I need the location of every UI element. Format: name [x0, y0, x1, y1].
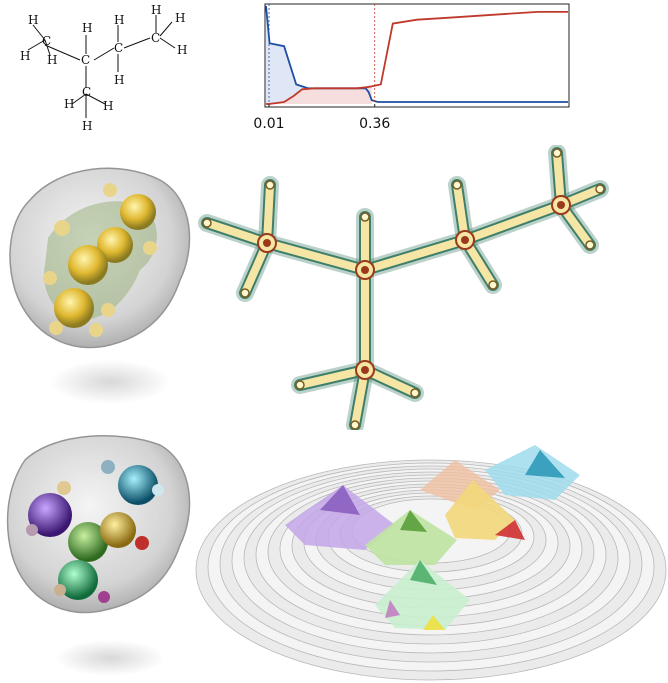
carbon-node-core — [557, 201, 565, 209]
carbon-node-core — [361, 266, 369, 274]
atom-h: H — [47, 53, 57, 67]
atom-h: H — [28, 13, 38, 27]
atom-h: H — [175, 11, 185, 25]
atom-h: H — [114, 73, 124, 87]
structural-formula: C C C C C H H H H H H H H H H H H — [20, 3, 187, 133]
drop-shadow — [55, 640, 165, 676]
series-line — [266, 10, 568, 105]
electron-density-surface-yellow — [9, 167, 191, 404]
hydrogen-node — [552, 148, 562, 158]
atom-c: C — [81, 53, 90, 67]
atom-h: H — [151, 3, 161, 17]
atom-c: C — [151, 31, 160, 45]
x-tick-label: 0.01 — [253, 116, 284, 132]
electron-density-surface-colored — [6, 434, 191, 676]
atom-h: H — [103, 99, 113, 113]
series-fills — [266, 6, 372, 104]
atom-spheres — [26, 460, 164, 603]
x-tick-label: 0.36 — [359, 116, 390, 132]
formula-bonds — [27, 15, 176, 118]
landscape-peaks — [285, 445, 580, 630]
series-fill — [266, 6, 372, 104]
series-lines — [265, 5, 568, 105]
atom-h: H — [177, 43, 187, 57]
hydrogen-node — [240, 288, 250, 298]
atom-h: H — [82, 21, 92, 35]
carbon-node-core — [461, 236, 469, 244]
graph-nodes — [202, 148, 605, 430]
hydrogen-node — [360, 212, 370, 222]
contour-landscape — [195, 445, 667, 681]
atom-h: H — [20, 49, 30, 63]
hydrogen-node — [202, 218, 212, 228]
graph-edge — [461, 201, 565, 244]
graph-edge — [296, 366, 369, 389]
atom-h: H — [114, 13, 124, 27]
graph-edge — [263, 239, 369, 274]
atom-c: C — [82, 85, 91, 99]
graph-edge — [203, 219, 271, 247]
atom-h: H — [82, 119, 92, 133]
atom-spheres — [43, 183, 157, 337]
atom-h: H — [64, 97, 74, 111]
hydrogen-node — [488, 280, 498, 290]
persistence-chart: 0.01 0.36 — [253, 3, 570, 132]
formula-atoms: C C C C C H H H H H H H H H H H H — [20, 3, 187, 133]
graph-edge — [361, 236, 469, 274]
hydrogen-node — [410, 388, 420, 398]
hydrogen-node — [265, 180, 275, 190]
atom-c: C — [42, 34, 51, 48]
hydrogen-node — [452, 180, 462, 190]
series-fill — [266, 86, 372, 104]
hydrogen-node — [585, 240, 595, 250]
drop-shadow — [50, 360, 170, 404]
molecular-skeleton-graph — [198, 145, 609, 430]
atom-c: C — [114, 41, 123, 55]
hydrogen-node — [350, 420, 360, 430]
hydrogen-node — [595, 184, 605, 194]
graph-edges — [198, 145, 609, 430]
x-tick-marks — [268, 4, 376, 107]
carbon-node-core — [263, 239, 271, 247]
carbon-node-core — [361, 366, 369, 374]
hydrogen-node — [295, 380, 305, 390]
